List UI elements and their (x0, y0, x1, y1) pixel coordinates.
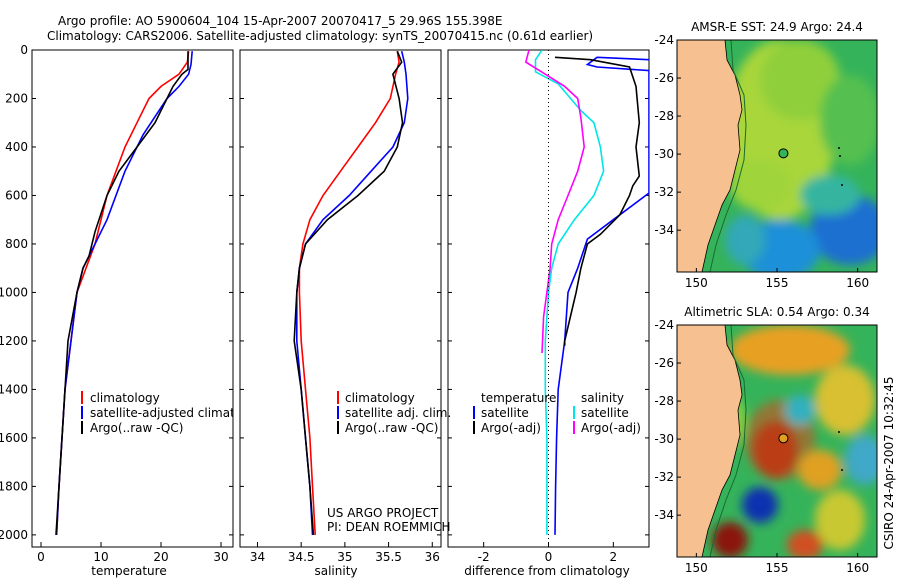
series-line-argo-raw-qc- (55, 51, 189, 535)
map-x-tick-label: 155 (766, 561, 789, 575)
y-tick-label: 1400 (0, 382, 28, 396)
sst-map-title: AMSR-E SST: 24.9 Argo: 24.4 (691, 20, 863, 34)
difference-xlabel: difference from climatology (464, 564, 630, 578)
y-tick-label: 600 (5, 188, 28, 202)
map-y-tick-label: -32 (654, 185, 674, 199)
legend-label: satellite adj. clim. (345, 406, 451, 420)
map-x-tick-label: 160 (846, 276, 869, 290)
credit-label: CSIRO 24-Apr-2007 10:32:45 (882, 376, 896, 549)
difference-legend: temperature satellite Argo(-adj) salinit… (473, 391, 641, 435)
x-tick-label: 34 (250, 550, 265, 564)
bathymetry-contour (709, 40, 747, 272)
x-tick-label: 34.5 (288, 550, 315, 564)
series-line-temperature-satellite (554, 56, 649, 535)
legend-title-salinity: salinity (581, 391, 624, 405)
x-tick-label: 2 (610, 550, 618, 564)
bathymetry-contour (709, 325, 747, 557)
map-x-tick-label: 160 (846, 561, 869, 575)
map-y-tick-label: -34 (654, 223, 674, 237)
y-tick-label: 2000 (0, 528, 28, 542)
figure-title-line2: Climatology: CARS2006. Satellite-adjuste… (47, 29, 594, 43)
project-label: US ARGO PROJECT (327, 506, 439, 520)
island-dot (838, 147, 840, 149)
map-x-tick-label: 150 (685, 561, 708, 575)
y-tick-label: 1800 (0, 479, 28, 493)
map-y-tick-label: -28 (654, 394, 674, 408)
x-tick-label: 10 (93, 550, 108, 564)
map-y-tick-label: -24 (654, 318, 674, 332)
series-line-salinity-argo-adj- (524, 50, 586, 354)
series-line-salinity-satellite (534, 50, 605, 535)
legend-label: Argo(..raw -QC) (345, 421, 438, 435)
sla-map: Altimetric SLA: 0.54 Argo: 0.34 (654, 305, 878, 575)
pi-label: PI: DEAN ROEMMICH (327, 520, 450, 534)
map-y-tick-label: -26 (654, 356, 674, 370)
x-tick-label: 35.5 (375, 550, 402, 564)
y-tick-label: 0 (20, 43, 28, 57)
series-line-argo-raw-qc- (293, 50, 404, 535)
legend-label: satellite (581, 406, 629, 420)
y-tick-label: 1000 (0, 285, 28, 299)
legend-label: climatology (345, 391, 415, 405)
y-tick-label: 400 (5, 140, 28, 154)
map-x-tick-label: 150 (685, 276, 708, 290)
y-tick-label: 1600 (0, 431, 28, 445)
y-tick-label: 800 (5, 237, 28, 251)
salinity-axes (239, 49, 442, 548)
series-line-climatology (298, 51, 400, 535)
map-x-tick-label: 155 (766, 276, 789, 290)
island-dot (841, 469, 843, 471)
float-position-marker (778, 148, 789, 159)
x-tick-label: 0 (545, 550, 553, 564)
x-tick-label: -2 (478, 550, 490, 564)
x-tick-label: 20 (153, 550, 168, 564)
map-y-tick-label: -24 (654, 33, 674, 47)
map-y-tick-label: -30 (654, 432, 674, 446)
temperature-legend: climatology satellite-adjusted climatolo… (81, 391, 268, 435)
x-tick-label: 30 (213, 550, 228, 564)
legend-title-temperature: temperature (481, 391, 556, 405)
legend-label: Argo(-adj) (481, 421, 541, 435)
map-y-tick-label: -30 (654, 147, 674, 161)
salinity-legend: climatology satellite adj. clim. Argo(..… (327, 391, 451, 534)
series-line-temperature-argo-adj- (554, 56, 641, 346)
island-dot (838, 431, 840, 433)
legend-label: Argo(-adj) (581, 421, 641, 435)
australia-coastline (677, 40, 743, 272)
x-tick-label: 36 (425, 550, 440, 564)
sst-map: AMSR-E SST: 24.9 Argo: 24.4 150 155 160 -24… (654, 20, 878, 290)
map-y-tick-label: -28 (654, 109, 674, 123)
series-line-satellite-adj-clim- (295, 51, 409, 535)
sla-map-title: Altimetric SLA: 0.54 Argo: 0.34 (684, 305, 869, 319)
temperature-xlabel: temperature (91, 564, 166, 578)
float-position-marker (778, 433, 789, 444)
y-tick-label: 200 (5, 91, 28, 105)
map-y-tick-label: -26 (654, 71, 674, 85)
figure-title-line1: Argo profile: AO 5900604_104 15-Apr-2007… (58, 14, 503, 28)
y-tick-label: 1200 (0, 334, 28, 348)
island-dot (839, 155, 841, 157)
legend-label: satellite (481, 406, 529, 420)
map-y-tick-label: -32 (654, 470, 674, 484)
x-tick-label: 0 (37, 550, 45, 564)
map-y-tick-label: -34 (654, 508, 674, 522)
temperature-axes (31, 49, 234, 548)
australia-coastline (677, 325, 743, 557)
legend-label: satellite-adjusted climatology (90, 406, 268, 420)
legend-label: climatology (90, 391, 160, 405)
legend-label: Argo(..raw -QC) (90, 421, 183, 435)
salinity-xlabel: salinity (314, 564, 357, 578)
x-tick-label: 35 (337, 550, 352, 564)
island-dot (841, 184, 843, 186)
